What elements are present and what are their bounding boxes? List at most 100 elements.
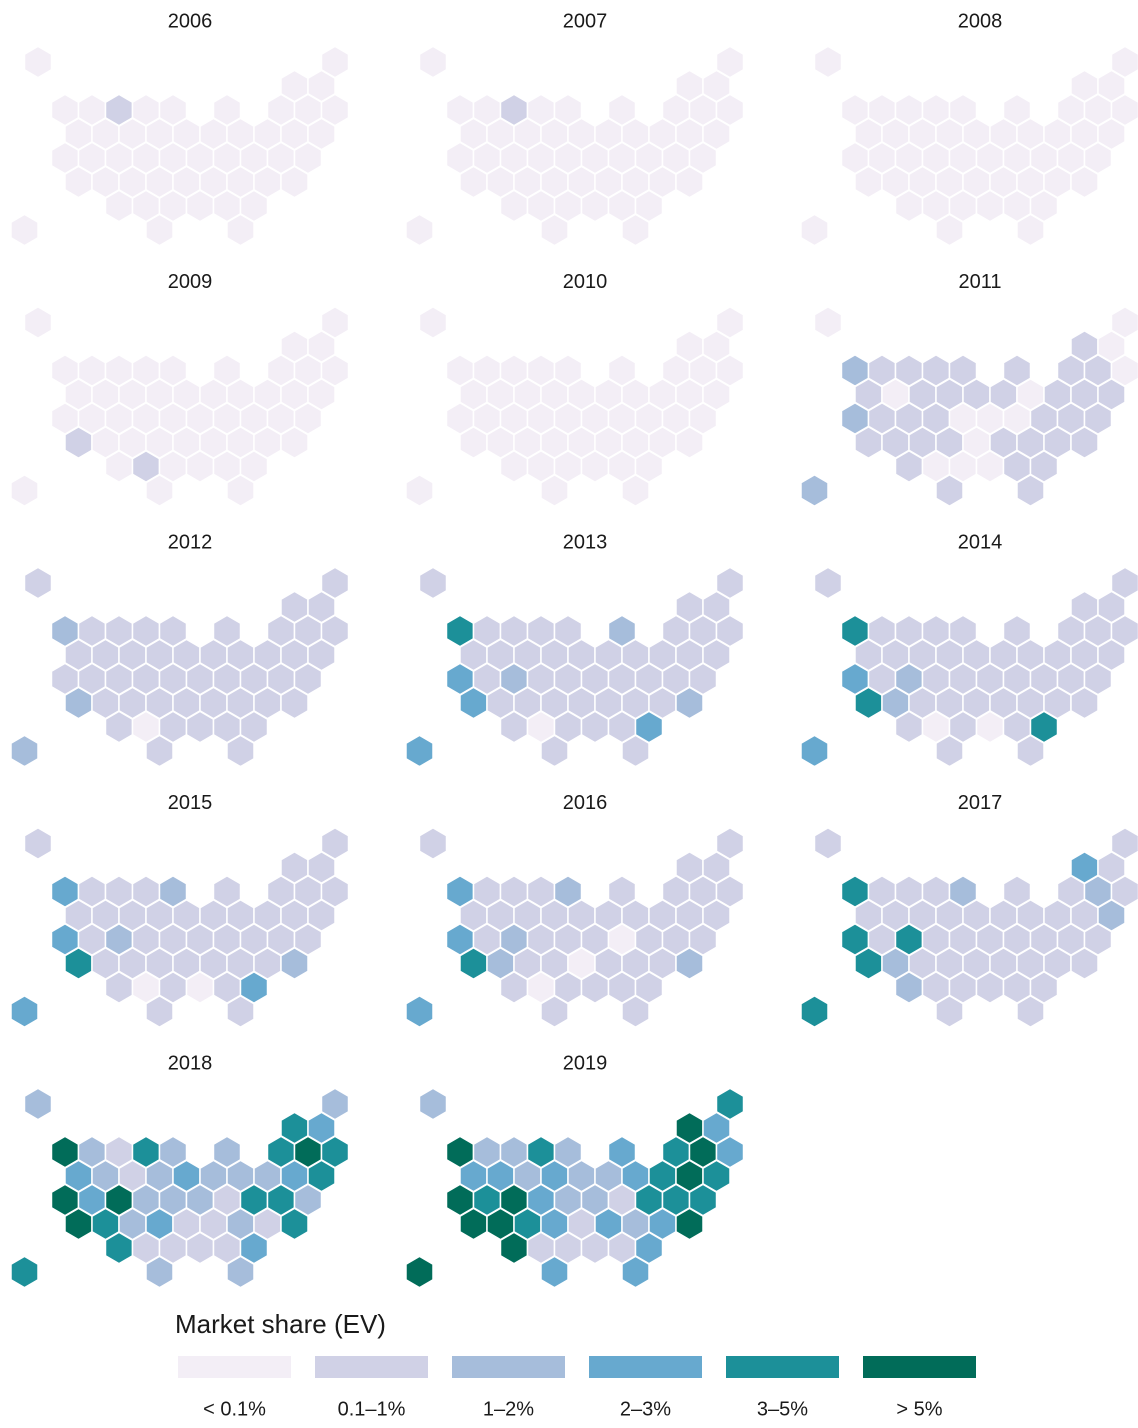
state-hex (226, 1255, 255, 1289)
state-hex (800, 213, 829, 247)
state-hex (459, 165, 488, 199)
state-hex (675, 686, 704, 720)
state-hex (580, 710, 610, 744)
state-hex (854, 947, 883, 980)
state-hex (64, 426, 93, 459)
state-hex (418, 566, 448, 600)
state-hex (540, 1255, 569, 1289)
state-hex (621, 734, 650, 768)
state-hex (418, 827, 448, 860)
state-hex (64, 165, 93, 199)
state-hex (104, 710, 134, 744)
panel-title: 2012 (168, 531, 213, 553)
panel-title: 2016 (563, 792, 608, 814)
state-hex (104, 971, 134, 1004)
state-hex (280, 165, 309, 199)
state-hex (1016, 734, 1045, 768)
state-hex (459, 426, 488, 459)
state-hex (1070, 426, 1099, 459)
legend-label: < 0.1% (203, 1398, 266, 1420)
state-hex (104, 189, 134, 223)
state-hex (10, 474, 39, 507)
state-hex (813, 45, 843, 79)
state-hex (854, 165, 883, 199)
state-hex (10, 213, 39, 247)
panel-title: 2013 (563, 531, 608, 553)
state-hex (540, 995, 569, 1028)
state-hex (418, 306, 448, 339)
state-hex (418, 45, 448, 79)
state-hex (813, 827, 843, 860)
state-hex (226, 474, 255, 507)
state-hex (675, 1207, 704, 1241)
state-hex (580, 971, 610, 1004)
panel-title: 2006 (168, 10, 213, 32)
state-hex (800, 734, 829, 768)
state-hex (854, 686, 883, 720)
state-hex (621, 1255, 650, 1289)
state-hex (675, 426, 704, 459)
state-hex (145, 1255, 174, 1289)
state-hex (185, 710, 215, 744)
state-hex (10, 995, 39, 1028)
legend-label: 0.1–1% (338, 1398, 406, 1420)
state-hex (813, 566, 843, 600)
state-hex (405, 213, 434, 247)
legend-swatch (452, 1356, 565, 1378)
state-hex (975, 971, 1005, 1004)
panel-title: 2019 (563, 1052, 608, 1074)
panel-title: 2015 (168, 792, 213, 814)
legend-swatch (178, 1356, 291, 1378)
state-hex (894, 971, 924, 1004)
state-hex (675, 947, 704, 980)
legend-swatch (726, 1356, 839, 1378)
state-hex (813, 306, 843, 339)
state-hex (185, 189, 215, 223)
panel-title: 2017 (958, 792, 1003, 814)
state-hex (1016, 213, 1045, 247)
state-hex (405, 995, 434, 1028)
legend-label: > 5% (896, 1398, 942, 1420)
state-hex (23, 827, 53, 860)
state-hex (540, 213, 569, 247)
state-hex (459, 947, 488, 980)
state-hex (935, 474, 964, 507)
state-hex (580, 189, 610, 223)
legend-title: Market share (EV) (175, 1309, 386, 1339)
state-hex (280, 686, 309, 720)
state-hex (935, 213, 964, 247)
state-hex (145, 213, 174, 247)
state-hex (935, 995, 964, 1028)
state-hex (104, 450, 134, 483)
state-hex (540, 474, 569, 507)
legend-label: 3–5% (757, 1398, 808, 1420)
state-hex (499, 971, 529, 1004)
state-hex (499, 710, 529, 744)
state-hex (854, 426, 883, 459)
state-hex (1070, 947, 1099, 980)
state-hex (185, 1231, 215, 1265)
panel-title: 2018 (168, 1052, 213, 1074)
state-hex (580, 1231, 610, 1265)
state-hex (10, 1255, 39, 1289)
state-hex (894, 450, 924, 483)
state-hex (185, 450, 215, 483)
state-hex (104, 1231, 134, 1265)
state-hex (226, 213, 255, 247)
state-hex (226, 734, 255, 768)
state-hex (185, 971, 215, 1004)
state-hex (10, 734, 39, 768)
state-hex (499, 189, 529, 223)
state-hex (145, 734, 174, 768)
state-hex (459, 686, 488, 720)
legend-swatch (315, 1356, 428, 1378)
state-hex (675, 165, 704, 199)
state-hex (580, 450, 610, 483)
state-hex (226, 995, 255, 1028)
state-hex (418, 1087, 448, 1121)
state-hex (280, 1207, 309, 1241)
state-hex (621, 213, 650, 247)
state-hex (975, 189, 1005, 223)
state-hex (1070, 165, 1099, 199)
